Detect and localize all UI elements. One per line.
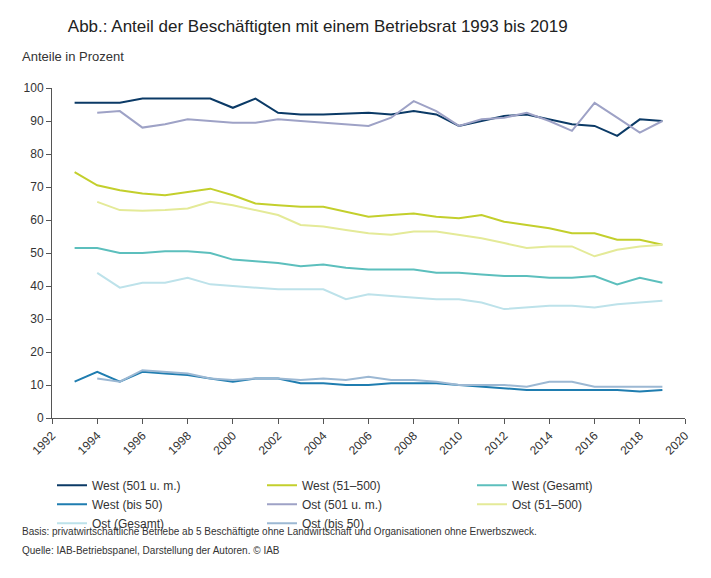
svg-text:Ost (Gesamt): Ost (Gesamt): [92, 517, 164, 531]
svg-text:Ost (501 u. m.): Ost (501 u. m.): [302, 498, 382, 512]
svg-text:Abb.: Anteil der Beschäftigten: Abb.: Anteil der Beschäftigten mit einem…: [68, 17, 568, 36]
svg-text:40: 40: [30, 279, 44, 293]
svg-text:1998: 1998: [165, 429, 194, 458]
svg-text:0: 0: [37, 411, 44, 425]
svg-text:West (501 u. m.): West (501 u. m.): [92, 479, 180, 493]
svg-text:90: 90: [30, 114, 44, 128]
svg-text:1992: 1992: [30, 429, 59, 458]
svg-text:Ost (51–500): Ost (51–500): [512, 498, 582, 512]
svg-text:Anteile in Prozent: Anteile in Prozent: [22, 49, 124, 64]
svg-text:Ost (bis 50): Ost (bis 50): [302, 517, 364, 531]
svg-text:1996: 1996: [120, 429, 149, 458]
svg-text:Basis: privatwirtschaftliche B: Basis: privatwirtschaftliche Betriebe ab…: [22, 526, 537, 537]
svg-text:100: 100: [24, 81, 44, 95]
svg-text:Quelle: IAB-Betriebspanel, Dar: Quelle: IAB-Betriebspanel, Darstellung d…: [22, 545, 280, 556]
svg-text:70: 70: [30, 180, 44, 194]
svg-text:10: 10: [30, 378, 44, 392]
svg-text:20: 20: [30, 345, 44, 359]
svg-text:2016: 2016: [572, 429, 601, 458]
svg-text:1994: 1994: [75, 429, 104, 458]
svg-text:2004: 2004: [301, 429, 330, 458]
svg-text:2006: 2006: [346, 429, 375, 458]
svg-text:2014: 2014: [527, 429, 556, 458]
svg-text:West (Gesamt): West (Gesamt): [512, 479, 592, 493]
svg-text:2008: 2008: [391, 429, 420, 458]
svg-text:60: 60: [30, 213, 44, 227]
svg-text:80: 80: [30, 147, 44, 161]
svg-text:2000: 2000: [210, 429, 239, 458]
svg-text:2010: 2010: [437, 429, 466, 458]
svg-text:2020: 2020: [663, 429, 692, 458]
svg-text:2012: 2012: [482, 429, 511, 458]
svg-text:West (51–500): West (51–500): [302, 479, 381, 493]
svg-text:West (bis 50): West (bis 50): [92, 498, 162, 512]
svg-text:2002: 2002: [256, 429, 285, 458]
svg-text:2018: 2018: [617, 429, 646, 458]
svg-text:30: 30: [30, 312, 44, 326]
svg-text:50: 50: [30, 246, 44, 260]
